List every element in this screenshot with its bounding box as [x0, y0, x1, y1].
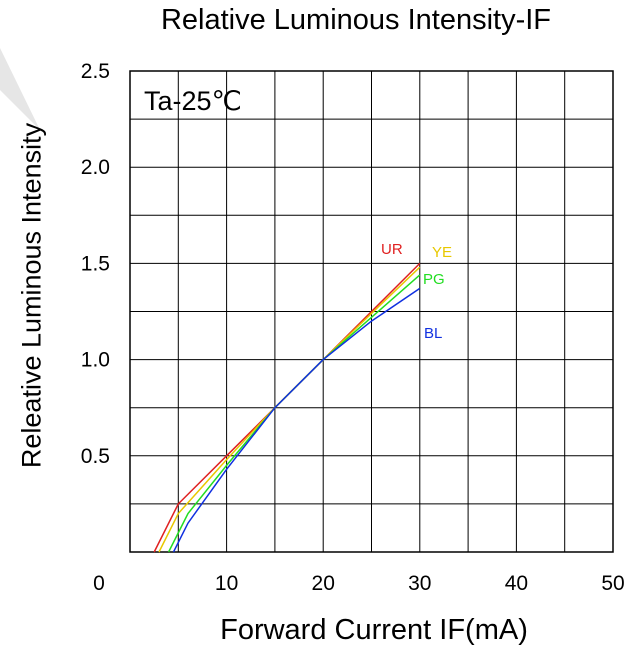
- series-label-ur: UR: [381, 241, 403, 258]
- series-label-ye: YE: [432, 244, 452, 261]
- x-tick-label: 50: [601, 572, 624, 595]
- y-tick-label: 2.5: [81, 60, 110, 83]
- series-line-bl: [172, 287, 421, 553]
- y-tick-label: 1.0: [81, 349, 110, 372]
- series-line-pg: [167, 274, 421, 553]
- y-tick-label: 0.5: [81, 445, 110, 468]
- y-tick-label: 2.0: [81, 156, 110, 179]
- plot-frame: [129, 70, 614, 553]
- x-tick-label: 30: [408, 572, 431, 595]
- x-axis-label: Forward Current IF(mA): [220, 614, 528, 646]
- x-tick-label: 40: [505, 572, 528, 595]
- y-tick-label: 1.5: [81, 252, 110, 275]
- x-tick-label: 10: [215, 572, 238, 595]
- series-label-pg: PG: [423, 271, 445, 288]
- x-tick-label: 0: [93, 572, 105, 595]
- x-tick-label: 20: [312, 572, 335, 595]
- series-label-bl: BL: [424, 325, 442, 342]
- temperature-annotation: Ta-25℃: [144, 86, 242, 116]
- chart-title: Relative Luminous Intensity-IF: [160, 4, 552, 36]
